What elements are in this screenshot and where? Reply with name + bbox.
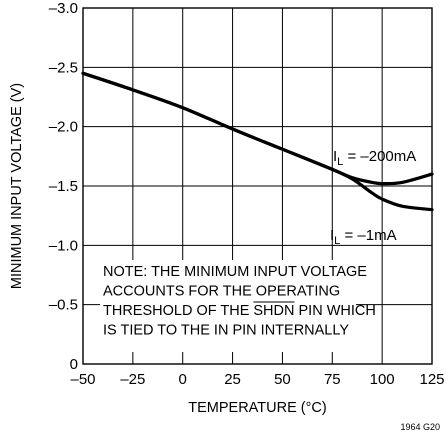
series-label-subscript: L [334,235,340,247]
x-tick-label: –50 [70,371,95,388]
series-label-value: = –1mA [340,227,396,244]
note-line-3-suffix: PIN WHICH [294,303,375,319]
x-tick-label: 50 [274,371,291,388]
plot-frame [82,7,433,365]
x-axis-label: TEMPERATURE (°C) [188,400,326,416]
series-label-il-1ma: IL = –1mA [330,227,397,247]
y-axis-label: MINIMUM INPUT VOLTAGE (V) [9,83,25,289]
y-tick-label: 0 [70,356,78,373]
series-label-subscript: L [337,156,343,168]
note-line-4: IS TIED TO THE IN PIN INTERNALLY [103,323,349,339]
note-shdn-pin: SHDN [253,303,294,319]
x-tick-label: 125 [419,371,444,388]
x-tick-label: 100 [370,371,395,388]
series-label-il-200ma: IL = –200mA [333,148,416,168]
y-tick-label: –1.5 [49,178,78,195]
data-curves [81,71,434,212]
series-label-value: = –200mA [343,148,416,165]
series-line-il-1ma [81,71,434,212]
y-tick-label: –2.5 [49,59,78,76]
y-tick-label: –1.0 [49,237,78,254]
note-box: NOTE: THE MINIMUM INPUT VOLTAGE ACCOUNTS… [100,260,376,352]
y-tick-label: –0.5 [49,297,78,314]
x-tick-label: –25 [120,371,145,388]
note-line-3: THRESHOLD OF THE SHDN PIN WHICH [103,303,376,319]
x-tick-label: 75 [324,371,341,388]
x-tick-label: 0 [179,371,187,388]
x-tick-label: 25 [224,371,241,388]
tick-labels: –50 –25 0 25 50 75 100 125 0 –0.5 –1.0 –1.5 –2.0 –2.5… [49,0,445,388]
series-label-current-symbol: I [330,227,334,244]
note-line-3-prefix: THRESHOLD OF THE [103,303,253,319]
note-line-1: NOTE: THE MINIMUM INPUT VOLTAGE [103,264,367,280]
y-tick-label: –2.0 [49,119,78,136]
figure-id: 1964 G20 [400,422,440,432]
note-background [100,260,356,352]
note-line-2: ACCOUNTS FOR THE OPERATING [103,284,340,300]
y-tick-label: –3.0 [49,0,78,17]
series-label-current-symbol: I [333,148,337,165]
